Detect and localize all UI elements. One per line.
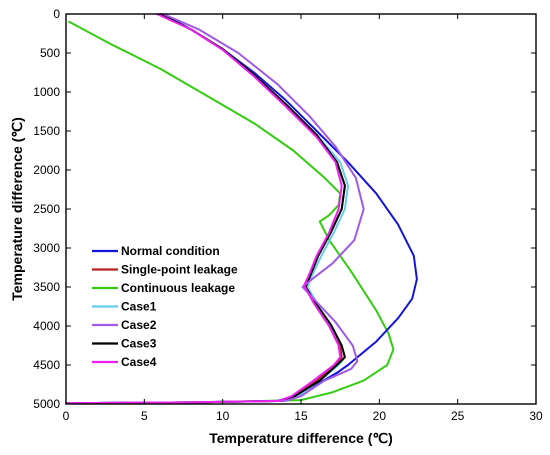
- x-tick-label: 20: [373, 409, 387, 423]
- y-tick-label: 3000: [33, 241, 60, 255]
- y-tick-label: 5000: [33, 397, 60, 411]
- y-tick-label: 2500: [33, 202, 60, 216]
- x-axis-label: Temperature difference (℃): [209, 430, 393, 446]
- legend-label: Case1: [121, 300, 157, 314]
- y-axis-label: Temperature difference (℃): [9, 117, 25, 301]
- x-tick-label: 5: [141, 409, 148, 423]
- x-tick-label: 0: [63, 409, 70, 423]
- y-tick-label: 2000: [33, 163, 60, 177]
- series-line-case4: [65, 13, 343, 405]
- series-line-case3: [65, 13, 346, 405]
- legend-label: Continuous leakage: [121, 281, 235, 295]
- legend-label: Case4: [121, 355, 157, 369]
- legend-label: Case2: [121, 318, 157, 332]
- series-line-case2: [65, 13, 365, 405]
- y-tick-label: 1000: [33, 85, 60, 99]
- y-tick-label: 1500: [33, 124, 60, 138]
- y-tick-label: 4500: [33, 358, 60, 372]
- tick-layer: 0 5 10 15 20 25 30 0 500 1000 1500 2000 2500 3000 3500…: [33, 7, 543, 423]
- y-tick-label: 0: [53, 7, 60, 21]
- y-tick-label: 500: [40, 46, 60, 60]
- series-layer: [65, 13, 418, 405]
- series-line-continuous-leakage: [65, 20, 395, 405]
- y-tick-label: 4000: [33, 319, 60, 333]
- legend-label: Case3: [121, 337, 157, 351]
- x-tick-label: 25: [451, 409, 465, 423]
- legend-label: Normal condition: [121, 244, 220, 258]
- x-tick-label: 30: [529, 409, 543, 423]
- legend: Normal condition Single-point leakage Cont…: [92, 244, 238, 369]
- y-tick-label: 3500: [33, 280, 60, 294]
- legend-label: Single-point leakage: [121, 263, 238, 277]
- x-tick-label: 10: [216, 409, 230, 423]
- x-tick-label: 15: [294, 409, 308, 423]
